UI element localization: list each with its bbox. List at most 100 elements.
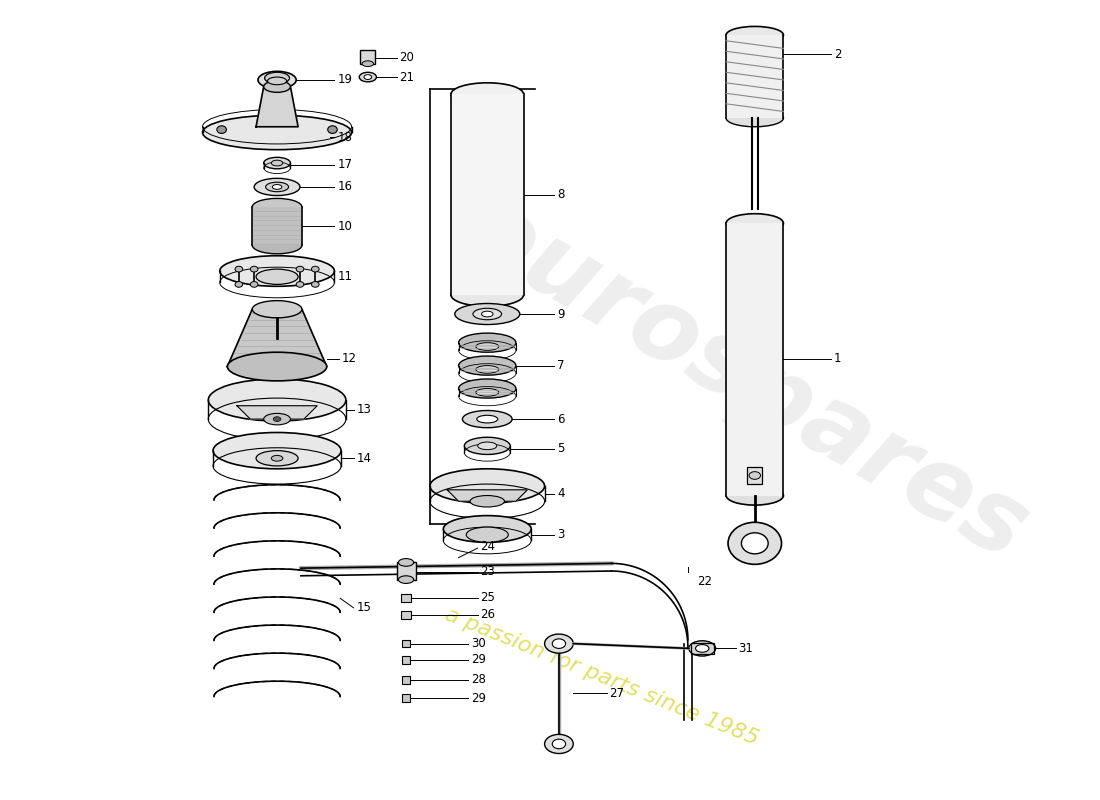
Polygon shape bbox=[256, 86, 298, 126]
Ellipse shape bbox=[364, 74, 372, 79]
Ellipse shape bbox=[398, 576, 414, 583]
Bar bbox=[402, 611, 410, 618]
Ellipse shape bbox=[464, 438, 510, 454]
Ellipse shape bbox=[256, 450, 298, 466]
Ellipse shape bbox=[272, 160, 283, 166]
Text: 18: 18 bbox=[338, 130, 352, 144]
Ellipse shape bbox=[202, 115, 352, 150]
Text: 2: 2 bbox=[834, 48, 842, 61]
Ellipse shape bbox=[482, 311, 493, 317]
Ellipse shape bbox=[728, 522, 781, 564]
Ellipse shape bbox=[311, 282, 319, 287]
Ellipse shape bbox=[254, 178, 300, 195]
Ellipse shape bbox=[258, 71, 296, 89]
Ellipse shape bbox=[273, 185, 282, 190]
Ellipse shape bbox=[398, 558, 414, 566]
Text: 6: 6 bbox=[557, 413, 564, 426]
Polygon shape bbox=[236, 406, 317, 419]
Text: 20: 20 bbox=[399, 51, 415, 65]
Bar bbox=[726, 223, 783, 495]
Ellipse shape bbox=[256, 269, 298, 284]
Ellipse shape bbox=[459, 356, 516, 375]
Ellipse shape bbox=[473, 308, 502, 320]
Bar bbox=[691, 642, 714, 654]
Ellipse shape bbox=[470, 495, 505, 507]
Ellipse shape bbox=[477, 442, 497, 450]
Text: 22: 22 bbox=[697, 575, 713, 588]
Bar bbox=[726, 35, 783, 118]
Ellipse shape bbox=[252, 198, 301, 216]
Ellipse shape bbox=[311, 266, 319, 272]
Text: 11: 11 bbox=[338, 270, 352, 283]
Ellipse shape bbox=[220, 256, 334, 286]
Ellipse shape bbox=[264, 158, 290, 169]
Ellipse shape bbox=[454, 303, 520, 325]
Ellipse shape bbox=[251, 282, 258, 287]
Ellipse shape bbox=[443, 516, 531, 542]
Ellipse shape bbox=[476, 366, 498, 374]
Ellipse shape bbox=[252, 301, 301, 318]
Bar bbox=[403, 694, 410, 702]
Text: 26: 26 bbox=[481, 609, 496, 622]
Ellipse shape bbox=[208, 379, 345, 421]
Ellipse shape bbox=[264, 81, 290, 92]
Ellipse shape bbox=[296, 282, 304, 287]
Ellipse shape bbox=[235, 266, 243, 272]
Ellipse shape bbox=[476, 415, 498, 423]
Ellipse shape bbox=[726, 486, 783, 505]
Ellipse shape bbox=[328, 126, 338, 134]
Text: 27: 27 bbox=[609, 687, 625, 700]
Ellipse shape bbox=[265, 182, 288, 192]
Text: 3: 3 bbox=[557, 528, 564, 542]
Ellipse shape bbox=[476, 389, 498, 396]
Ellipse shape bbox=[462, 410, 513, 428]
Text: 30: 30 bbox=[471, 637, 486, 650]
Text: 23: 23 bbox=[481, 566, 495, 578]
Ellipse shape bbox=[362, 61, 374, 66]
Ellipse shape bbox=[265, 72, 289, 84]
Ellipse shape bbox=[251, 266, 258, 272]
Text: 13: 13 bbox=[356, 403, 371, 416]
Bar bbox=[403, 640, 410, 647]
Text: eurospares: eurospares bbox=[447, 181, 1044, 581]
Ellipse shape bbox=[430, 469, 544, 503]
Text: 15: 15 bbox=[356, 602, 371, 614]
Text: 8: 8 bbox=[557, 188, 564, 201]
Text: 28: 28 bbox=[471, 674, 486, 686]
Text: 7: 7 bbox=[557, 359, 564, 372]
Text: 1: 1 bbox=[834, 353, 842, 366]
Polygon shape bbox=[228, 310, 327, 366]
Ellipse shape bbox=[459, 333, 516, 352]
Bar bbox=[747, 467, 762, 484]
Ellipse shape bbox=[228, 352, 327, 381]
Ellipse shape bbox=[267, 77, 287, 85]
Bar bbox=[252, 207, 301, 246]
Ellipse shape bbox=[451, 82, 524, 106]
Text: 5: 5 bbox=[557, 442, 564, 455]
Text: 25: 25 bbox=[481, 591, 495, 604]
Bar bbox=[403, 676, 410, 684]
Bar bbox=[451, 94, 524, 295]
Text: 10: 10 bbox=[338, 220, 352, 233]
Ellipse shape bbox=[689, 641, 716, 656]
Ellipse shape bbox=[296, 266, 304, 272]
Ellipse shape bbox=[213, 433, 341, 469]
Bar bbox=[396, 562, 416, 580]
Text: 17: 17 bbox=[338, 158, 352, 171]
Ellipse shape bbox=[264, 414, 290, 425]
Ellipse shape bbox=[459, 379, 516, 398]
Ellipse shape bbox=[217, 126, 227, 134]
Ellipse shape bbox=[476, 342, 498, 350]
Text: 31: 31 bbox=[738, 642, 754, 655]
Bar bbox=[402, 594, 410, 602]
Bar bbox=[403, 656, 410, 664]
Bar bbox=[360, 50, 375, 64]
Text: 19: 19 bbox=[338, 74, 352, 86]
Ellipse shape bbox=[466, 527, 508, 542]
Ellipse shape bbox=[272, 455, 283, 461]
Ellipse shape bbox=[235, 282, 243, 287]
Ellipse shape bbox=[451, 283, 524, 306]
Ellipse shape bbox=[695, 645, 708, 652]
Ellipse shape bbox=[749, 472, 760, 479]
Ellipse shape bbox=[360, 72, 376, 82]
